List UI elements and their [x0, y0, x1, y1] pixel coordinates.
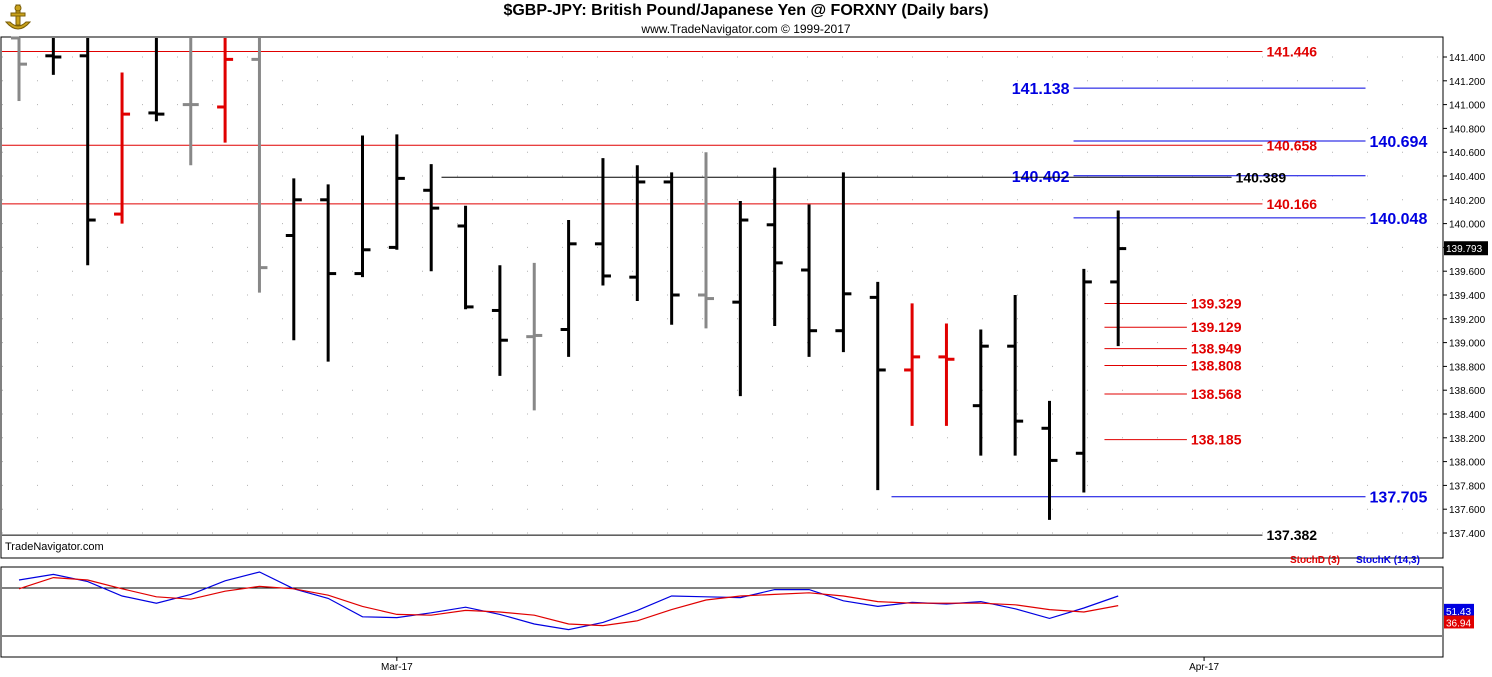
price-tick-label: 137.400 — [1449, 529, 1486, 540]
stochastic-panel-frame — [0, 566, 1444, 658]
ohlc-bar — [182, 38, 199, 166]
price-panel-frame — [0, 36, 1444, 559]
price-tick-label: 140.600 — [1449, 148, 1486, 159]
stochd-value-label: 36.94 — [1446, 618, 1471, 629]
ohlc-bar — [320, 184, 337, 362]
price-tick-label: 139.400 — [1449, 291, 1486, 302]
ohlc-bar — [1007, 295, 1024, 456]
stochk-value-label: 51.43 — [1446, 607, 1471, 618]
stochk-value-box — [1444, 603, 1474, 617]
ohlc-bar — [904, 303, 921, 426]
price-tick-label: 138.400 — [1449, 410, 1486, 421]
price-tick-label: 139.000 — [1449, 339, 1486, 350]
ohlc-bar — [114, 72, 131, 224]
ohlc-bar — [11, 36, 27, 102]
price-level-label: 138.568 — [1191, 386, 1242, 402]
ohlc-bar — [560, 220, 577, 357]
price-level-label: 140.658 — [1266, 137, 1317, 153]
ohlc-bar — [938, 323, 955, 426]
price-tick-label: 138.800 — [1449, 362, 1486, 373]
price-tick-label: 137.800 — [1449, 481, 1486, 492]
ohlc-bar — [148, 38, 165, 122]
price-tick-label: 141.200 — [1449, 77, 1486, 88]
date-axis: Mar-17 Apr-17 — [381, 657, 1220, 673]
chart-subtitle: www.TradeNavigator.com © 1999-2017 — [641, 22, 851, 36]
stoch-series-line — [18, 576, 1119, 627]
ohlc-bar — [388, 134, 405, 250]
price-tick-label: 138.600 — [1449, 386, 1486, 397]
price-level-label: 137.705 — [1370, 490, 1428, 507]
price-tick-label: 140.200 — [1449, 196, 1486, 207]
date-tick-label: Mar-17 — [381, 662, 413, 673]
ohlc-bar — [766, 167, 783, 326]
ohlc-bar — [354, 135, 371, 278]
ohlc-bar — [1041, 400, 1058, 520]
ohlc-bar — [698, 152, 714, 329]
ohlc-bar — [45, 38, 62, 75]
price-level-label: 139.129 — [1191, 319, 1242, 335]
price-level-label: 141.138 — [1012, 81, 1070, 98]
date-tick-label: Apr-17 — [1189, 662, 1219, 673]
price-level-label: 140.694 — [1370, 134, 1428, 151]
ohlc-bar — [1110, 210, 1127, 347]
ohlc-bar — [663, 172, 680, 325]
ohlc-bar — [526, 262, 543, 411]
ohlc-bar — [972, 329, 989, 456]
price-level-label: 140.048 — [1370, 211, 1428, 228]
navigator-logo-icon — [2, 2, 34, 34]
ohlc-bar — [1075, 268, 1092, 493]
ohlc-bar — [629, 165, 646, 301]
stoch-legend-entry: StochD (3) — [1290, 555, 1340, 566]
chart-frames — [0, 36, 1444, 658]
price-level-label: 138.949 — [1191, 341, 1242, 357]
ohlc-bar — [457, 205, 474, 310]
price-tick-label: 140.400 — [1449, 172, 1486, 183]
price-tick-label: 137.600 — [1449, 505, 1486, 516]
ohlc-bar — [217, 38, 234, 143]
stoch-series-line — [18, 571, 1119, 631]
watermark-text: TradeNavigator.com — [5, 541, 104, 553]
last-price-box — [1444, 241, 1488, 256]
price-level-label: 139.329 — [1191, 295, 1242, 311]
price-tick-label: 141.400 — [1449, 53, 1486, 64]
price-tick-label: 140.800 — [1449, 124, 1486, 135]
price-level-label: 141.446 — [1266, 44, 1317, 60]
price-level-label: 138.185 — [1191, 432, 1242, 448]
price-level-label: 140.166 — [1266, 196, 1317, 212]
price-tick-label: 141.000 — [1449, 101, 1486, 112]
ohlc-bars — [11, 36, 1127, 520]
price-tick-label: 140.000 — [1449, 220, 1486, 231]
stoch-legend-entry: StochK (14,3) — [1356, 555, 1420, 566]
price-level-label: 140.389 — [1236, 169, 1287, 185]
ohlc-bar — [801, 204, 818, 357]
stochd-value-box — [1444, 615, 1474, 629]
ohlc-bar — [869, 281, 886, 491]
price-level-label: 137.382 — [1266, 527, 1317, 543]
ohlc-bar — [251, 38, 268, 293]
ohlc-bar — [732, 200, 749, 397]
ohlc-bar — [285, 178, 302, 341]
price-tick-label: 139.600 — [1449, 267, 1486, 278]
ohlc-bar — [423, 164, 440, 272]
price-tick-label: 138.000 — [1449, 458, 1486, 469]
last-price-label: 139.793 — [1446, 244, 1483, 255]
ohlc-bar — [491, 265, 508, 376]
chart-title: $GBP-JPY: British Pound/Japanese Yen @ F… — [503, 2, 989, 19]
ohlc-bar — [594, 158, 611, 286]
price-tick-label: 138.200 — [1449, 434, 1486, 445]
price-axis: 141.400 141.200 141.000 140.800 140.600 140.4… — [1443, 53, 1488, 540]
price-tick-label: 139.200 — [1449, 315, 1486, 326]
ohlc-bar — [79, 38, 96, 266]
ohlc-bar — [835, 172, 852, 353]
price-level-label: 138.808 — [1191, 357, 1242, 373]
